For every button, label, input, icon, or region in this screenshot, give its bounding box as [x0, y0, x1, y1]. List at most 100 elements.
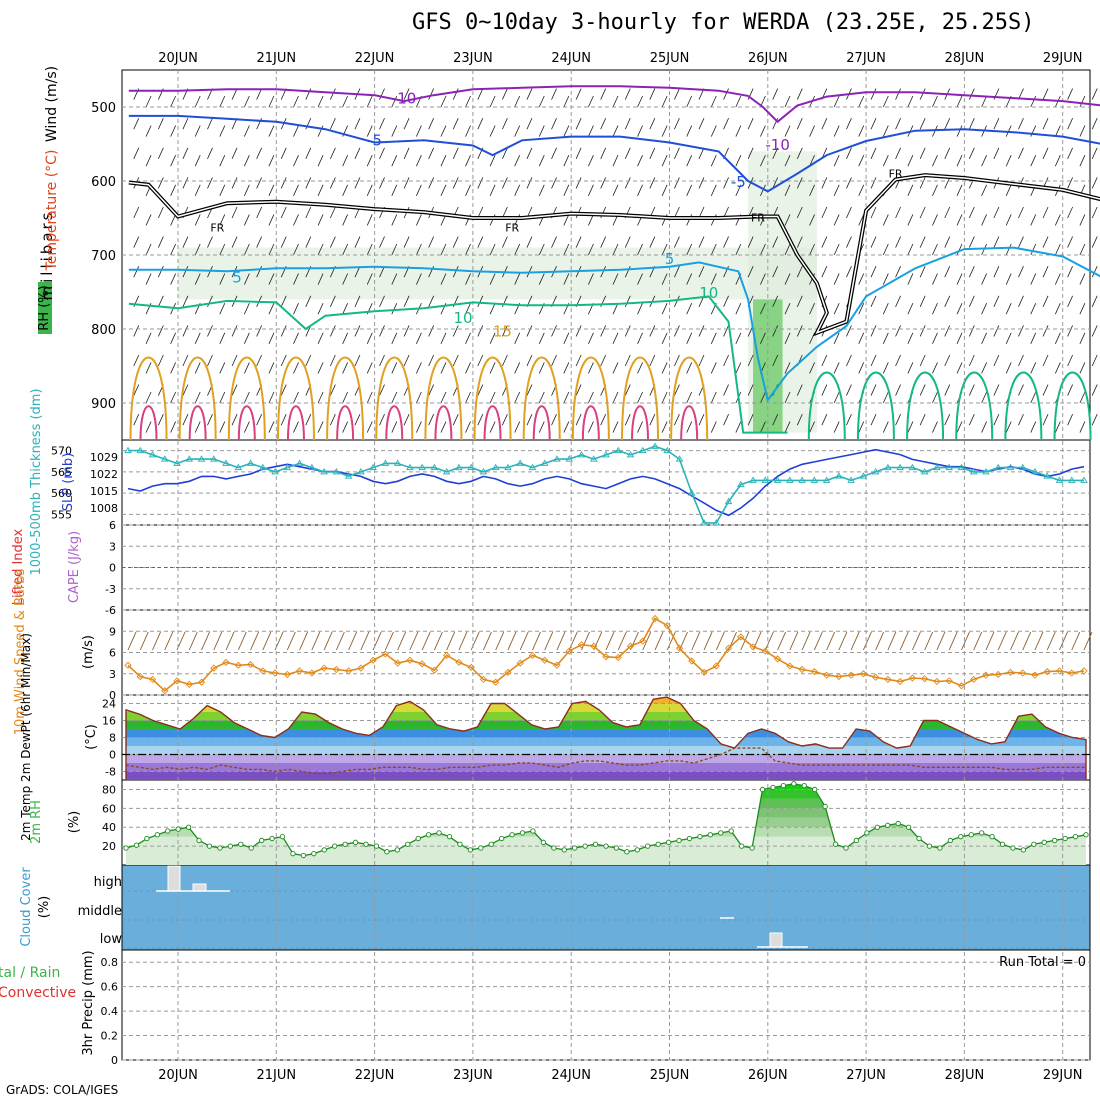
wind-barb [440, 362, 447, 374]
wind-barb [932, 303, 938, 315]
wind10m-point [197, 678, 206, 686]
rh2m-point [144, 835, 150, 842]
wind-barb [637, 391, 643, 404]
wind10m-point [283, 670, 291, 679]
cloud-level-label: high [94, 875, 122, 890]
wind-barb [870, 384, 877, 396]
wind-barb [809, 214, 815, 226]
wind-barb [932, 184, 938, 196]
wind-barb [243, 362, 250, 374]
wind10m-point [724, 644, 733, 652]
wind10m-point [761, 647, 769, 655]
wind-barb [538, 332, 545, 344]
wind10m-point [222, 658, 230, 667]
wind-barb [1042, 266, 1049, 278]
wind10m-barb [458, 631, 468, 651]
wind10m-barb [642, 631, 652, 651]
wind-barb [157, 266, 164, 278]
wind-barb [219, 243, 226, 256]
wind-barb [870, 414, 877, 426]
warm-contour-loop [424, 356, 463, 441]
wind-barb [1079, 155, 1086, 167]
wind-barb [710, 243, 717, 256]
wind-barb [772, 88, 779, 100]
wind-barb [1067, 147, 1073, 159]
wind-barb [624, 177, 631, 189]
wind-barb [846, 325, 852, 337]
wind10m-barb [654, 631, 664, 651]
rh2m-tick-label: 20 [102, 840, 116, 853]
thickness-point [1055, 476, 1064, 483]
wind-barb [588, 95, 594, 108]
wind-barb [207, 147, 213, 159]
wind-barb [268, 273, 275, 285]
wind-barb [563, 243, 570, 256]
wind-barb [330, 414, 336, 426]
wind-barb [1079, 125, 1086, 137]
wind-barb [354, 325, 361, 337]
wind10m-point [1019, 669, 1027, 677]
wind-barb [514, 273, 521, 285]
cloud-level-label: low [100, 932, 123, 947]
thickness-point [761, 476, 770, 483]
wind-barb [735, 421, 742, 433]
wind-barb [416, 155, 422, 167]
wind-barb [1018, 236, 1024, 248]
wind-barb [723, 118, 729, 130]
wind-barb [526, 384, 533, 396]
wind-barb [133, 147, 140, 159]
wind-barb [145, 362, 152, 374]
wind-barb [551, 414, 557, 426]
thickness-point [908, 463, 917, 471]
wind-barb [600, 354, 607, 367]
wind10m-barb [495, 631, 505, 651]
wind10m-point [1080, 667, 1088, 675]
rh2m-point [384, 849, 390, 855]
thickness-point [871, 468, 880, 475]
wind10m-barb [997, 631, 1007, 651]
wind-barb [870, 354, 877, 367]
wind-barb [305, 147, 312, 159]
wind-barb [317, 332, 324, 344]
cloud-level-label: middle [78, 904, 122, 919]
hot-contour-loop [631, 405, 650, 441]
wind-barb [796, 88, 803, 100]
wind-barb [735, 184, 742, 196]
wind-barb [317, 391, 324, 404]
wind-barb [661, 332, 668, 344]
wind-barb [194, 391, 201, 404]
wind-barb [538, 273, 545, 285]
x-tick-top-label: 21JUN [256, 51, 296, 66]
wind-barb [698, 266, 705, 278]
grid-lines [122, 70, 1090, 1061]
wind-barb [760, 273, 766, 285]
wind10m-barb [152, 631, 161, 651]
thickness-point [369, 463, 377, 471]
x-tick-top-label: 26JUN [748, 51, 788, 66]
wind-barb [317, 303, 324, 315]
wind10m-barb [715, 631, 725, 651]
wind-barb [366, 273, 373, 285]
rh2m-point [874, 824, 880, 830]
wind-barb [624, 354, 631, 367]
wind-barb [1018, 325, 1024, 337]
pressure-tick-label: 800 [91, 323, 116, 338]
contour-label: 10 [454, 309, 473, 327]
pressure-tick-label: 900 [91, 397, 116, 412]
wind-barb [452, 414, 459, 426]
wind-barb [575, 118, 582, 130]
warm-contour-loop [227, 356, 266, 441]
wind-barb [1042, 325, 1049, 337]
wind-barb [256, 414, 263, 426]
wind-barb [1042, 206, 1049, 219]
thickness-point [1031, 468, 1039, 475]
wind-barb [624, 414, 631, 426]
wind-barb [330, 236, 336, 248]
thickness-point [540, 459, 549, 466]
wind10m-point [945, 677, 953, 685]
wind-barb [612, 273, 619, 285]
cloud-cover-units: (%) [37, 896, 52, 919]
wind-barb [428, 177, 435, 189]
wind-barb [317, 95, 324, 108]
thickness-point [773, 476, 782, 483]
